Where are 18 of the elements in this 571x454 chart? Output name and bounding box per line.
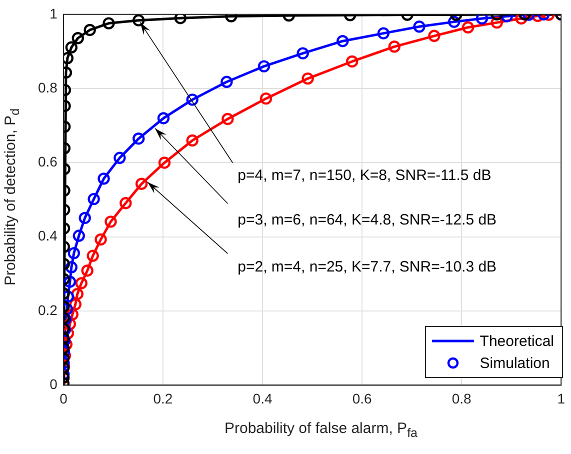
legend-label: Theoretical bbox=[480, 332, 554, 350]
x-tick-label: 0 bbox=[60, 390, 68, 406]
x-tick-label: 1 bbox=[557, 390, 566, 406]
x-tick-label: 0.6 bbox=[352, 390, 372, 406]
annotation: p=3, m=6, n=64, K=4.8, SNR=-12.5 dB bbox=[238, 211, 497, 228]
x-tick-label: 0.4 bbox=[252, 390, 272, 406]
annotation: p=4, m=7, n=150, K=8, SNR=-11.5 dB bbox=[238, 166, 492, 184]
x-tick-label: 0.8 bbox=[452, 390, 472, 406]
legend-label: Simulation bbox=[480, 354, 550, 372]
y-tick-label: 0.8 bbox=[38, 79, 58, 96]
y-tick-label: 0.2 bbox=[38, 302, 58, 318]
y-tick-label: 0 bbox=[50, 376, 58, 392]
x-axis-title: Probability of false alarm, P$_{fa}$ bbox=[223, 420, 418, 440]
y-tick-label: 0.4 bbox=[38, 228, 58, 244]
y-tick-label: 0.6 bbox=[38, 154, 58, 170]
y-tick-label: 1 bbox=[50, 5, 58, 22]
annotation: p=2, m=4, n=25, K=7.7, SNR=-10.3 dB bbox=[238, 258, 497, 276]
x-tick-label: 0.2 bbox=[153, 390, 173, 406]
